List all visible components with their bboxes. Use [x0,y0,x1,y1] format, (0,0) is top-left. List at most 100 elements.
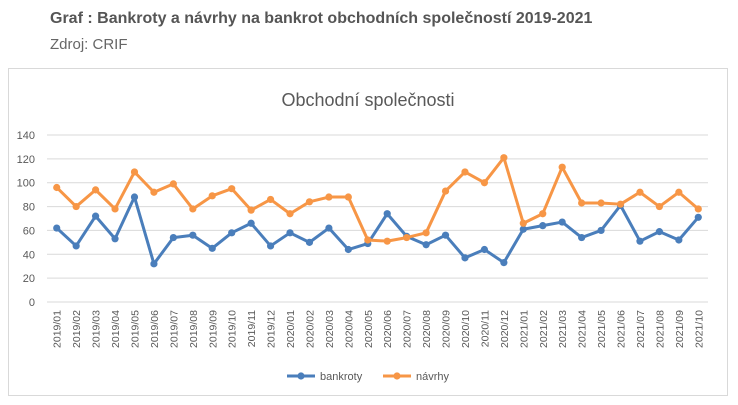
data-point-navrhy [286,210,294,218]
x-tick-label: 2021/10 [693,310,705,348]
data-point-bankroty [422,241,430,249]
data-point-bankroty [694,213,702,221]
x-tick-label: 2019/11 [246,310,258,347]
data-point-bankroty [169,233,177,242]
x-tick-label: 2020/02 [304,310,316,348]
data-point-navrhy [558,163,566,171]
data-point-navrhy [597,199,605,207]
data-point-bankroty [72,242,80,250]
x-tick-label: 2020/07 [402,310,414,348]
data-point-bankroty [130,193,139,201]
chart-frame [8,68,728,396]
data-point-bankroty [305,238,314,246]
x-tick-label: 2019/05 [129,310,141,348]
data-point-bankroty [480,245,489,254]
data-point-navrhy [441,187,450,195]
data-point-navrhy [325,193,333,201]
x-tick-label: 2020/01 [285,310,297,348]
data-point-navrhy [519,219,527,227]
data-point-navrhy [461,168,469,176]
data-point-navrhy [169,180,177,188]
data-point-navrhy [92,186,100,194]
series-line-navrhy [55,156,700,243]
legend: bankroty návrhy [287,371,450,383]
x-tick-label: 2019/08 [188,310,200,348]
data-point-navrhy [675,188,683,196]
data-point-bankroty [441,231,450,239]
data-point-navrhy [616,200,625,208]
y-tick-label: 0 [29,297,35,309]
data-point-bankroty [325,224,333,232]
chart-title: Obchodní společnosti [281,90,454,110]
data-point-navrhy [111,205,119,213]
data-point-bankroty [539,222,547,230]
y-tick-label: 120 [17,154,35,166]
x-tick-label: 2020/12 [499,310,511,348]
y-tick-label: 100 [17,178,35,190]
x-tick-label: 2021/03 [557,310,569,348]
data-point-navrhy [189,205,197,213]
data-point-navrhy [247,206,255,214]
x-tick-label: 2021/08 [654,310,666,348]
data-point-bankroty [266,242,275,250]
x-tick-label: 2019/01 [52,310,64,348]
data-point-bankroty [675,236,683,244]
data-point-bankroty [636,237,644,245]
x-tick-label: 2020/08 [421,310,433,348]
data-point-navrhy [480,179,489,187]
x-tick-label: 2020/04 [343,310,355,348]
data-point-navrhy [305,198,314,206]
x-tick-label: 2021/07 [635,310,647,348]
legend-label-navrhy: návrhy [416,371,450,383]
x-tick-label: 2020/10 [460,310,472,348]
y-tick-label: 80 [23,202,35,214]
x-axis: 2019/01 2019/02 2019/03 2019/04 2019/05 2019/… [52,310,706,348]
x-tick-label: 2021/06 [616,310,628,348]
y-tick-label: 140 [17,130,35,142]
x-tick-label: 2019/04 [110,310,122,348]
data-point-bankroty [208,244,216,252]
data-point-navrhy [694,205,702,213]
data-point-navrhy [655,202,663,211]
data-point-navrhy [578,199,586,207]
x-tick-label: 2020/11 [479,310,491,347]
data-point-navrhy [403,233,411,242]
data-point-bankroty [578,233,586,242]
x-tick-label: 2019/07 [168,310,180,348]
x-tick-label: 2019/12 [266,310,278,348]
data-point-bankroty [111,235,119,243]
x-tick-label: 2020/09 [441,310,453,348]
legend-marker-bankroty [297,372,305,380]
x-tick-label: 2019/02 [71,310,83,348]
data-point-navrhy [344,193,352,201]
data-point-bankroty [228,229,236,237]
data-point-navrhy [364,236,372,244]
x-tick-label: 2020/05 [363,310,375,348]
legend-label-bankroty: bankroty [320,371,363,383]
data-point-bankroty [344,245,352,254]
plot-area [53,154,702,268]
data-point-navrhy [53,183,61,192]
x-tick-label: 2021/05 [596,310,608,348]
y-tick-label: 60 [23,225,35,237]
x-tick-label: 2021/02 [538,310,550,348]
data-point-navrhy [228,185,236,193]
data-point-navrhy [636,188,644,196]
x-tick-label: 2020/06 [382,310,394,348]
title-prefix: Graf [50,10,83,27]
y-axis: 0 20 40 60 80 100 120 140 [17,130,35,309]
data-point-navrhy [383,237,391,245]
x-tick-label: 2019/10 [227,310,239,348]
x-tick-label: 2019/03 [91,310,103,348]
data-point-bankroty [286,229,294,237]
legend-marker-navrhy [393,372,401,380]
data-point-bankroty [53,224,61,232]
data-point-bankroty [519,225,527,233]
data-point-bankroty [597,226,605,235]
data-point-navrhy [266,195,275,204]
data-point-bankroty [92,212,100,220]
y-tick-label: 20 [23,273,35,285]
x-tick-label: 2021/04 [577,310,589,348]
data-point-navrhy [500,154,508,162]
data-point-bankroty [383,210,391,218]
